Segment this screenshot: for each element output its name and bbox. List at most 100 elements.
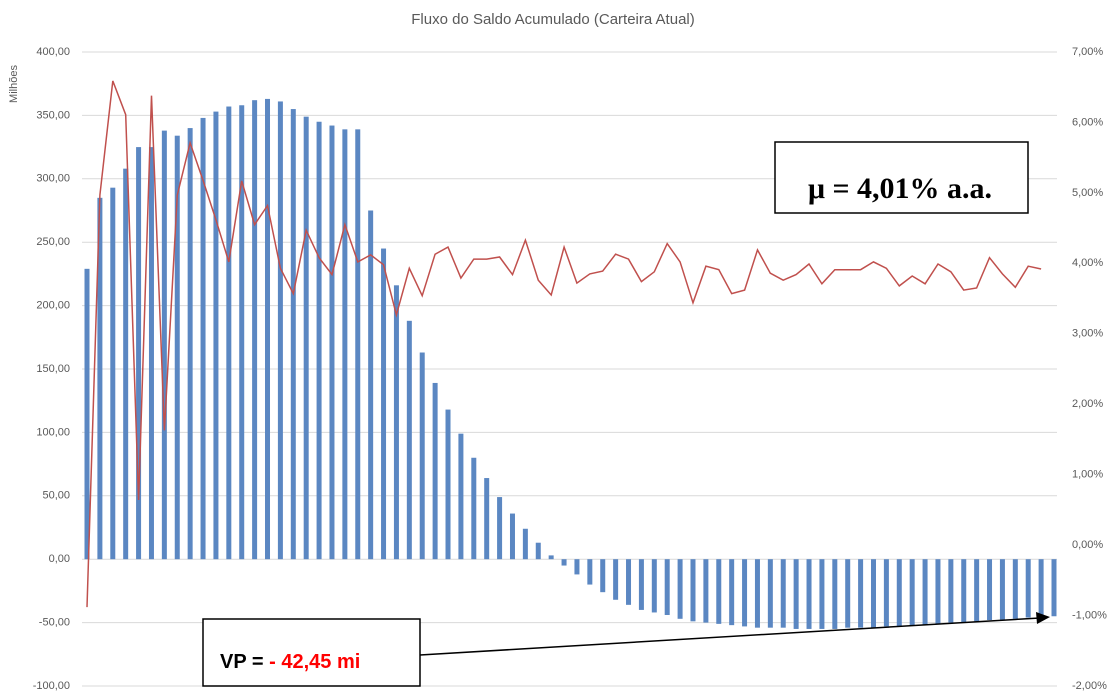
plot-area: -100,00 -50,00 0,00 50,00 100,00 150,00 200,00… — [33, 46, 1107, 692]
mean-annotation: μ = 4,01% a.a. — [808, 172, 992, 205]
bar — [187, 128, 193, 560]
y-tick-label: -50,00 — [39, 617, 70, 629]
y2-tick-label: 0,00% — [1072, 539, 1103, 551]
y-tick-label: 0,00 — [49, 553, 70, 565]
y-tick-label: 50,00 — [42, 490, 70, 502]
bar — [870, 559, 876, 628]
bar — [961, 559, 967, 623]
bar — [110, 187, 116, 560]
bar — [664, 559, 670, 615]
bar — [1012, 559, 1018, 619]
y2-tick-label: 7,00% — [1072, 46, 1103, 58]
y2-tick-label: 2,00% — [1072, 398, 1103, 410]
y2-tick-label: -1,00% — [1072, 609, 1107, 621]
y-tick-label: 250,00 — [36, 236, 70, 248]
bar — [445, 409, 451, 560]
bar — [316, 121, 322, 560]
bar — [226, 106, 232, 560]
bar — [754, 559, 760, 628]
bar — [999, 559, 1005, 621]
y-axis-title: Milhões — [8, 65, 20, 103]
bar — [252, 100, 258, 560]
bar — [974, 559, 980, 622]
bar — [883, 559, 889, 627]
bar — [419, 352, 425, 560]
bar — [329, 125, 335, 560]
bar — [393, 285, 399, 560]
bar — [174, 135, 180, 560]
bar — [123, 168, 129, 560]
bar — [355, 129, 361, 560]
vp-box — [202, 618, 421, 687]
bar — [690, 559, 696, 622]
vp-label-text: VP = — [220, 651, 264, 673]
bar — [161, 130, 167, 560]
bar — [561, 559, 567, 566]
bar — [200, 117, 206, 560]
y2-tick-label: -2,00% — [1072, 680, 1107, 692]
bar — [471, 457, 477, 560]
y2-tick-label: 4,00% — [1072, 257, 1103, 269]
bar — [406, 320, 412, 560]
y-tick-label: -100,00 — [33, 680, 70, 692]
bar — [587, 559, 593, 585]
bar — [729, 559, 735, 626]
vp-arrow — [419, 617, 1041, 656]
bar — [239, 105, 245, 560]
bar — [213, 111, 219, 560]
bar — [909, 559, 915, 626]
bar — [819, 559, 825, 629]
bar — [548, 555, 554, 560]
bar — [935, 559, 941, 624]
bar — [896, 559, 902, 627]
bar — [535, 542, 541, 560]
bar — [845, 559, 851, 628]
vp-arrowhead — [1036, 612, 1050, 624]
bar — [368, 210, 374, 560]
bar — [793, 559, 799, 629]
bar — [381, 248, 387, 560]
bar — [290, 109, 296, 560]
y2-tick-label: 5,00% — [1072, 187, 1103, 199]
bar — [148, 147, 154, 560]
bar — [432, 382, 438, 560]
rate-line — [86, 80, 1042, 608]
bar — [806, 559, 812, 629]
bar — [742, 559, 748, 627]
bar — [948, 559, 954, 623]
y-tick-label: 100,00 — [36, 426, 70, 438]
bar — [767, 559, 773, 628]
bar — [987, 559, 993, 621]
bar — [677, 559, 683, 619]
bar — [97, 197, 103, 560]
bar — [1051, 559, 1057, 617]
bar — [703, 559, 709, 623]
y-tick-label: 300,00 — [36, 173, 70, 185]
bar — [1038, 559, 1044, 618]
y2-tick-label: 6,00% — [1072, 116, 1103, 128]
bar — [613, 559, 619, 600]
y-tick-label: 350,00 — [36, 109, 70, 121]
bar — [277, 101, 283, 560]
bar — [651, 559, 657, 613]
bar — [303, 116, 309, 560]
y2-tick-label: 1,00% — [1072, 469, 1103, 481]
bar — [136, 147, 142, 560]
mean-box — [774, 141, 1029, 214]
bar — [458, 433, 464, 560]
bar — [574, 559, 580, 575]
bar — [342, 129, 348, 560]
bar — [858, 559, 864, 628]
bar — [84, 268, 90, 560]
bar — [626, 559, 632, 605]
chart-title: Fluxo do Saldo Acumulado (Carteira Atual… — [411, 11, 694, 28]
y2-tick-label: 3,00% — [1072, 328, 1103, 340]
vp-value: - 42,45 mi — [269, 651, 360, 673]
bar — [265, 98, 271, 560]
y-tick-label: 400,00 — [36, 46, 70, 58]
bar — [484, 478, 490, 560]
bar — [922, 559, 928, 626]
bar — [600, 559, 606, 593]
bar — [832, 559, 838, 629]
